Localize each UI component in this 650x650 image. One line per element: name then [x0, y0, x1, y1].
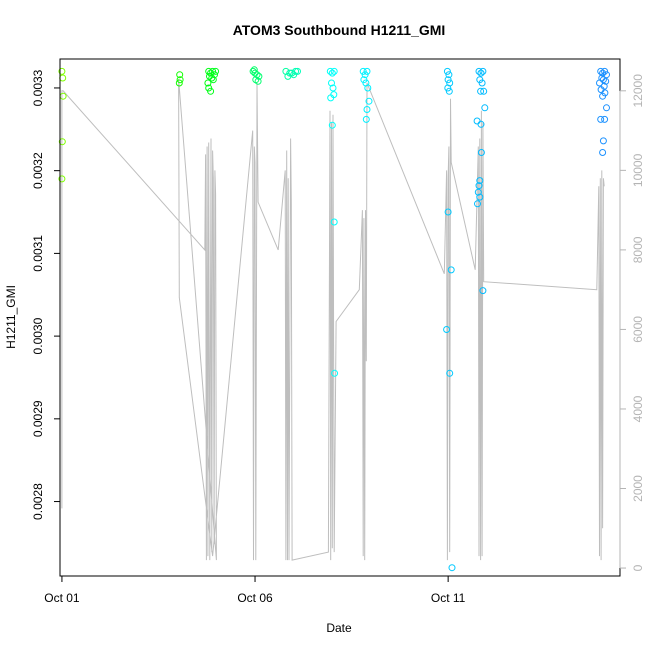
data-point: [175, 79, 183, 87]
data-point: [481, 104, 489, 112]
data-point: [363, 106, 371, 113]
data-point: [444, 76, 452, 84]
data-point: [479, 67, 487, 75]
data-point: [476, 177, 484, 185]
y2-tick-label: 0: [631, 564, 645, 571]
data-point: [363, 67, 371, 75]
data-point: [59, 74, 67, 82]
x-tick-label: Oct 11: [431, 591, 466, 605]
data-point: [176, 71, 184, 79]
y-axis-label: H1211_GMI: [4, 285, 18, 349]
data-point: [250, 66, 258, 74]
y2-tick-label: 10000: [631, 153, 645, 187]
data-point: [476, 193, 484, 201]
data-point: [212, 67, 220, 75]
data-point: [447, 266, 455, 274]
y2-tick-label: 6000: [631, 316, 645, 343]
data-point: [477, 87, 485, 95]
data-point: [602, 77, 610, 85]
data-point: [473, 117, 481, 125]
data-point: [599, 92, 607, 100]
data-point: [474, 188, 482, 196]
data-point: [603, 104, 610, 112]
series-line: [61, 78, 605, 561]
data-point: [330, 67, 338, 75]
data-point: [597, 67, 605, 75]
data-point: [601, 115, 609, 123]
data-point: [597, 115, 605, 123]
data-point: [480, 87, 488, 95]
data-point: [58, 175, 66, 183]
data-point: [599, 149, 607, 156]
data-point: [596, 79, 603, 87]
data-point: [599, 69, 607, 77]
data-point: [477, 69, 485, 77]
x-axis-label: Date: [326, 621, 352, 635]
data-point: [446, 369, 454, 377]
data-point: [58, 67, 66, 75]
data-point: [477, 149, 485, 156]
data-point: [328, 69, 336, 77]
data-point: [603, 71, 610, 79]
data-point: [254, 77, 262, 85]
data-point: [209, 76, 217, 84]
data-point: [444, 208, 452, 216]
data-point: [474, 200, 481, 208]
data-point: [288, 69, 296, 77]
data-point: [327, 94, 335, 102]
data-point: [448, 564, 456, 572]
y-tick-label: 0.0032: [31, 152, 45, 189]
data-point: [204, 79, 212, 87]
data-point: [599, 137, 607, 145]
y2-tick-label: 8000: [631, 236, 645, 263]
data-point: [330, 218, 338, 226]
y2-tick-label: 2000: [631, 475, 645, 502]
data-point: [59, 92, 67, 100]
data-point: [58, 138, 66, 146]
data-point: [475, 67, 483, 75]
data-point: [207, 69, 215, 77]
data-point: [328, 79, 335, 87]
data-point: [207, 87, 215, 95]
data-point: [443, 326, 451, 333]
plot-frame: [59, 58, 621, 577]
data-point: [328, 121, 336, 129]
data-point: [176, 76, 184, 84]
data-point: [292, 67, 300, 75]
data-point: [445, 71, 453, 79]
data-point: [205, 67, 213, 75]
data-point: [329, 84, 337, 92]
chart-title: ATOM3 Southbound H1211_GMI: [233, 22, 446, 38]
y-tick-label: 0.0030: [31, 317, 45, 354]
data-point: [364, 84, 372, 92]
data-point: [479, 287, 487, 295]
x-tick-label: Oct 01: [44, 591, 80, 605]
data-point: [477, 120, 485, 128]
y2-axis: 0 2000 4000 6000 8000 10000 12000: [619, 74, 645, 571]
x-axis: Oct 01 Oct 06 Oct 11: [44, 576, 466, 605]
data-point: [326, 67, 334, 75]
y-tick-label: 0.0029: [31, 400, 45, 437]
y-axis: 0.0028 0.0029 0.0030 0.0031 0.0032 0.0033: [31, 69, 60, 520]
data-point: [445, 87, 453, 95]
data-point: [331, 369, 339, 377]
y-tick-label: 0.0031: [31, 235, 45, 272]
data-point: [365, 97, 373, 105]
series-points: [58, 66, 610, 572]
data-point: [362, 115, 370, 123]
x-tick-label: Oct 06: [237, 591, 273, 605]
data-point: [443, 67, 451, 75]
series-line-path: [61, 78, 605, 561]
data-point: [475, 182, 483, 190]
data-point: [444, 84, 452, 92]
data-point: [478, 79, 486, 87]
y2-tick-label: 12000: [631, 74, 645, 108]
y2-tick-label: 4000: [631, 395, 645, 422]
y-tick-label: 0.0028: [31, 483, 45, 520]
y-tick-label: 0.0033: [31, 69, 45, 106]
data-point: [208, 74, 216, 82]
